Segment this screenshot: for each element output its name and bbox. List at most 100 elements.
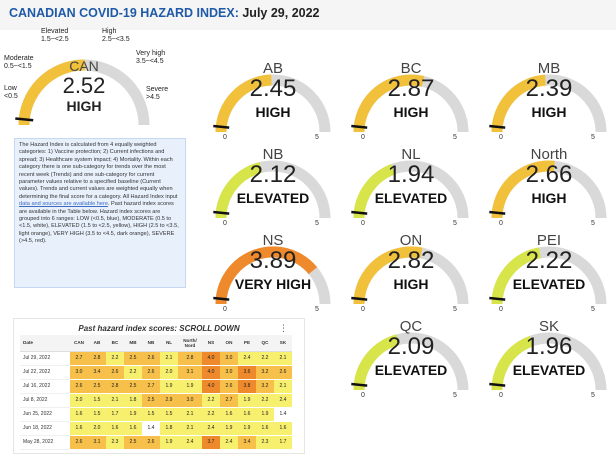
score-cell: 2.2 [106,351,124,366]
gauge-ab: AB 2.45 HIGH 0 5 [208,37,338,145]
row-date: Jun 25, 2022 [20,407,70,422]
score-cell: 2.6 [70,379,88,394]
gauge-max: 5 [315,134,319,141]
score-cell: 2.1 [274,379,292,394]
gauge-min: 0 [499,134,503,141]
row-date: Jun 18, 2022 [20,421,70,436]
gauge-level: HIGH [531,190,567,206]
gauge-code: MB [537,60,561,77]
score-cell: 2.2 [202,393,220,408]
table-row: Jul 22, 2022 3.0 3.4 2.6 2.2 2.6 2.0 3.1 4.0 3.0 3… [20,365,292,380]
column-header[interactable]: QC [256,335,274,352]
score-cell: 2.0 [88,421,106,436]
column-header[interactable]: NL [160,335,178,352]
score-cell: 3.0 [70,365,88,380]
score-cell: 1.4 [142,421,160,436]
score-cell: 2.7 [142,379,160,394]
score-cell: 2.4 [202,421,220,436]
score-cell: 1.9 [160,435,178,450]
score-cell: 1.9 [238,393,256,408]
score-cell: 2.0 [70,393,88,408]
score-cell: 1.6 [220,407,238,422]
gauge-value: 2.22 [525,247,573,274]
gauge-min: 0 [361,392,365,399]
score-cell: 3.0 [178,393,202,408]
gauge-value: 2.12 [249,161,297,188]
gauge-level: ELEVATED [374,362,448,378]
gauge-value: 2.45 [249,75,297,102]
gauge-pei: PEI 2.22 ELEVATED 0 5 [484,209,614,317]
gauge-code: AB [262,60,283,77]
score-cell: 2.5 [142,393,160,408]
gauge-value: 2.39 [525,75,573,102]
score-cell: 1.9 [256,407,274,422]
score-cell: 3.1 [88,435,106,450]
score-cell: 3.6 [238,365,256,380]
column-header[interactable]: SK [274,335,292,352]
score-cell: 3.4 [88,365,106,380]
gauge-code: ON [399,232,423,249]
gauge-value: 2.09 [387,333,435,360]
score-cell: 2.0 [160,365,178,380]
gauge-min: 0 [223,306,227,313]
data-sources-link[interactable]: data and sources are available here [19,201,108,208]
past-scores-title: Past hazard index scores: SCROLL DOWN [78,324,240,333]
column-header[interactable]: CAN [70,335,88,352]
gauge-min: 0 [361,134,365,141]
gauge-level: ELEVATED [512,362,586,378]
score-cell: 1.9 [160,379,178,394]
table-row: Jul 8, 2022 2.0 1.5 2.1 1.8 2.5 2.9 3.0 2.2 2.7 1.… [20,393,292,408]
score-cell: 2.8 [88,351,106,366]
score-cell: 2.6 [142,365,160,380]
gauge-max: 5 [591,134,595,141]
title-bar: CANADIAN COVID-19 HAZARD INDEX: July 29,… [0,0,616,30]
band-low-label: Low <0.5 [4,85,18,100]
national-gauge: Low <0.5 Moderate 0.5~<1.5 Elevated 1.5~… [0,28,184,140]
score-cell: 2.1 [178,407,202,422]
score-cell: 1.6 [124,421,142,436]
gauge-value: 2.66 [525,161,573,188]
score-cell: 1.5 [88,407,106,422]
column-header[interactable]: Date [20,335,70,352]
column-header[interactable]: PE [238,335,256,352]
title-text: CANADIAN COVID-19 HAZARD INDEX: [9,6,239,20]
gauge-graphic [489,74,607,133]
gauge-code: NS [262,232,284,249]
gauge-max: 5 [591,392,595,399]
column-header[interactable]: North/ Nord [178,335,202,352]
national-level: HIGH [66,98,102,114]
score-cell: 4.0 [202,351,220,366]
score-cell: 2.4 [238,351,256,366]
score-cell: 2.1 [160,351,178,366]
gauge-level: ELEVATED [236,190,310,206]
gauge-min: 0 [223,134,227,141]
more-options-icon[interactable]: ⋮ [279,323,288,333]
gauge-nb: NB 2.12 ELEVATED 0 5 [208,123,338,231]
gauge-graphic [351,246,469,305]
score-cell: 2.2 [256,393,274,408]
score-cell: 2.6 [142,351,160,366]
gauge-value: 3.89 [249,247,297,274]
gauge-max: 5 [453,306,457,313]
score-cell: 2.6 [142,435,160,450]
column-header[interactable]: NS [202,335,220,352]
gauge-code: NL [401,146,421,163]
score-cell: 1.6 [106,421,124,436]
score-cell: 2.9 [160,393,178,408]
column-header[interactable]: AB [88,335,106,352]
column-header[interactable]: BC [106,335,124,352]
table-body[interactable]: Jul 29, 2022 2.7 2.8 2.2 2.5 2.6 2.1 2.8 4.0 3.0 2… [20,351,292,450]
score-cell: 2.2 [256,351,274,366]
score-cell: 1.5 [142,407,160,422]
info-text: The Hazard Index is calculated from 4 eq… [19,142,178,200]
score-cell: 2.8 [106,379,124,394]
row-date: Jul 16, 2022 [20,379,70,394]
column-header[interactable]: NB [142,335,160,352]
score-cell: 2.5 [124,351,142,366]
gauge-max: 5 [315,220,319,227]
column-header[interactable]: MB [124,335,142,352]
score-cell: 3.1 [178,365,202,380]
column-header[interactable]: ON [220,335,238,352]
table-row: Jun 18, 2022 1.6 2.0 1.6 1.6 1.4 1.8 2.1 2.4 1.9 1… [20,421,292,436]
gauge-min: 0 [499,392,503,399]
